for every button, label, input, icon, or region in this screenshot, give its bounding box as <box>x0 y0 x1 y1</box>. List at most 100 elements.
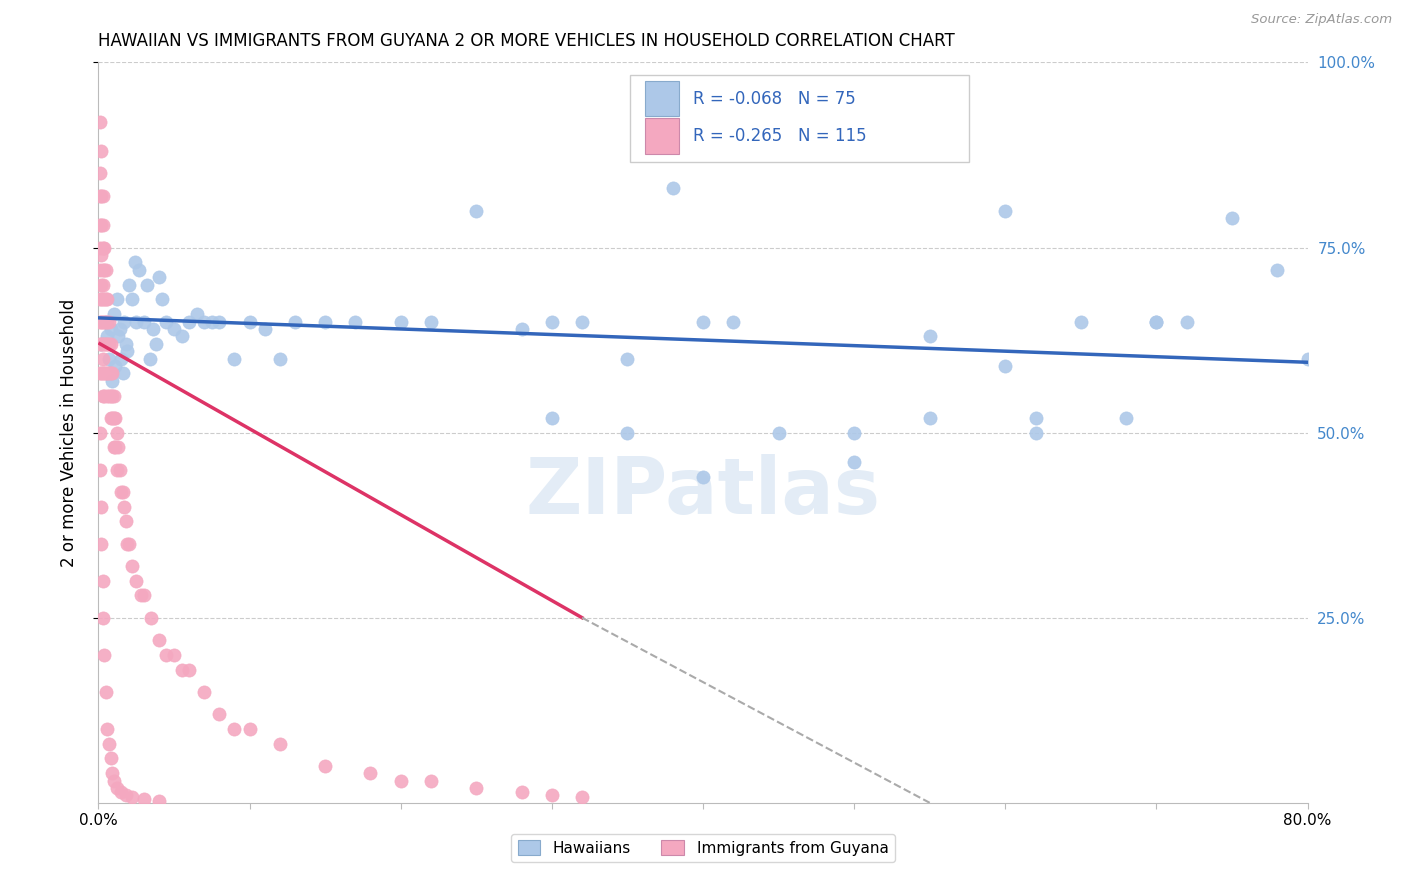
Point <box>1267 262 1289 277</box>
Point <box>89 425 111 440</box>
Point <box>128 262 150 277</box>
Point <box>125 574 148 588</box>
Text: HAWAIIAN VS IMMIGRANTS FROM GUYANA 2 OR MORE VEHICLES IN HOUSEHOLD CORRELATION C: HAWAIIAN VS IMMIGRANTS FROM GUYANA 2 OR … <box>98 32 955 50</box>
Point <box>284 314 307 328</box>
Point <box>98 314 121 328</box>
Point <box>94 685 117 699</box>
Point <box>186 307 208 321</box>
Point <box>163 648 186 662</box>
Point <box>224 722 246 736</box>
Point <box>170 329 193 343</box>
Point <box>89 336 111 351</box>
Point <box>103 307 125 321</box>
Point <box>100 388 122 402</box>
Point <box>1144 314 1167 328</box>
Point <box>540 410 562 425</box>
Point <box>94 314 117 328</box>
Point <box>104 441 127 455</box>
Point <box>96 388 118 402</box>
Point <box>269 737 291 751</box>
Point <box>1024 410 1046 425</box>
Point <box>111 484 134 499</box>
Point <box>96 367 118 381</box>
Point <box>344 314 367 328</box>
Point <box>89 188 111 202</box>
Point <box>94 314 117 328</box>
Point <box>571 789 593 804</box>
Point <box>91 351 114 366</box>
Point <box>101 410 124 425</box>
Point <box>93 293 115 307</box>
Point <box>91 188 114 202</box>
Point <box>111 367 134 381</box>
Point <box>115 536 138 550</box>
Point <box>661 181 683 195</box>
Point <box>91 262 114 277</box>
Point <box>918 329 941 343</box>
Y-axis label: 2 or more Vehicles in Household: 2 or more Vehicles in Household <box>59 299 77 566</box>
Point <box>1024 425 1046 440</box>
Point <box>253 322 276 336</box>
Point <box>89 262 111 277</box>
Point <box>510 785 533 799</box>
Point <box>90 536 112 550</box>
Point <box>193 685 215 699</box>
Point <box>90 336 112 351</box>
Bar <box>645 81 679 117</box>
Point <box>93 240 115 255</box>
Point <box>91 388 114 402</box>
Point <box>132 792 155 806</box>
Point <box>101 766 124 780</box>
Point <box>121 293 143 307</box>
Point <box>179 314 201 328</box>
Point <box>101 374 124 388</box>
Bar <box>630 75 969 162</box>
Point <box>163 322 186 336</box>
Text: Source: ZipAtlas.com: Source: ZipAtlas.com <box>1251 13 1392 27</box>
Point <box>91 240 114 255</box>
Legend: Hawaiians, Immigrants from Guyana: Hawaiians, Immigrants from Guyana <box>512 834 894 862</box>
Point <box>90 314 112 328</box>
Point <box>148 270 170 285</box>
Point <box>96 329 118 343</box>
Point <box>1327 240 1350 255</box>
Point <box>118 536 141 550</box>
Point <box>150 293 173 307</box>
Text: R = -0.068   N = 75: R = -0.068 N = 75 <box>693 90 856 108</box>
Point <box>89 367 111 381</box>
Point <box>90 248 112 262</box>
Point <box>844 455 866 469</box>
Point <box>91 293 114 307</box>
Point <box>148 794 170 808</box>
Point <box>110 484 132 499</box>
Point <box>91 336 114 351</box>
Point <box>93 388 115 402</box>
Point <box>1175 314 1198 328</box>
Point <box>108 322 131 336</box>
Point <box>89 114 111 128</box>
Point <box>540 789 562 803</box>
Point <box>96 293 118 307</box>
Point <box>114 336 136 351</box>
Point <box>112 500 135 514</box>
Point <box>115 344 138 359</box>
Point <box>114 515 136 529</box>
Point <box>90 277 112 292</box>
Point <box>90 219 112 233</box>
Point <box>768 425 790 440</box>
Point <box>142 322 165 336</box>
Point <box>105 293 128 307</box>
Point <box>179 663 201 677</box>
Point <box>616 425 638 440</box>
Point <box>208 706 231 721</box>
Point <box>94 293 117 307</box>
Point <box>90 500 112 514</box>
Point <box>96 336 118 351</box>
Point <box>98 367 121 381</box>
Point <box>692 314 714 328</box>
Point <box>1296 351 1319 366</box>
Point <box>103 410 125 425</box>
Point <box>98 388 121 402</box>
Point <box>224 351 246 366</box>
Point <box>94 367 117 381</box>
